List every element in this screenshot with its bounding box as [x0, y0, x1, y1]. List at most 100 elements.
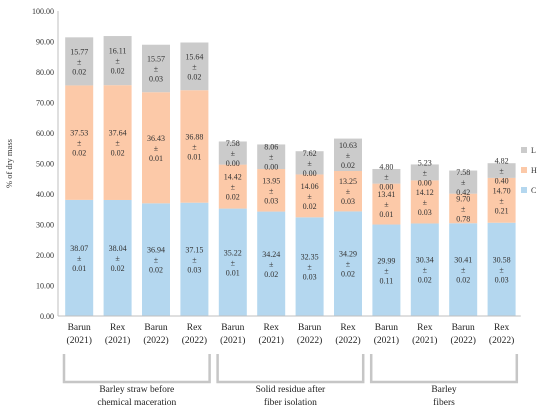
- value-label: 14.12: [416, 188, 434, 197]
- error-label: 0.21: [495, 206, 509, 215]
- value-label: 30.58: [493, 255, 511, 264]
- bar-segment-l: [257, 144, 286, 170]
- group-label: chemical maceration: [97, 398, 176, 408]
- category-label: Rex: [494, 323, 510, 333]
- error-label: 0.01: [379, 210, 393, 219]
- value-label: 10.63: [339, 141, 357, 150]
- y-axis-title: % of dry mass: [4, 139, 14, 188]
- value-label: 15.77: [70, 47, 88, 56]
- category-year-label: (2021): [412, 335, 437, 346]
- error-label: 0.03: [303, 273, 317, 282]
- bar-segment-h: [180, 90, 209, 203]
- error-label: 0.02: [111, 264, 125, 273]
- value-label: 5.23: [418, 158, 432, 167]
- category-year-label: (2021): [220, 335, 245, 346]
- bar-segment-h: [257, 169, 286, 212]
- bar-segment-c: [449, 223, 478, 316]
- legend-swatch: [521, 147, 527, 153]
- value-label: 7.58: [456, 168, 470, 177]
- y-tick-label: 40.00: [36, 190, 54, 199]
- error-label: 0.02: [149, 266, 163, 275]
- pm-label: ±: [346, 260, 351, 269]
- pm-label: ±: [231, 149, 236, 158]
- bar-segment-h: [295, 174, 324, 218]
- value-label: 37.53: [70, 129, 88, 138]
- value-label: 7.62: [303, 149, 317, 158]
- error-label: 0.02: [303, 202, 317, 211]
- pm-label: ±: [423, 168, 428, 177]
- error-label: 0.78: [456, 214, 470, 223]
- pm-label: ±: [499, 196, 504, 205]
- value-label: 13.95: [262, 176, 280, 185]
- category-year-label: (2022): [297, 335, 322, 346]
- value-label: 15.57: [147, 54, 165, 63]
- pm-label: ±: [154, 144, 159, 153]
- y-tick-label: 10.00: [36, 282, 54, 291]
- y-tick-label: 100.00: [32, 7, 54, 16]
- value-label: 38.04: [109, 244, 127, 253]
- bar-segment-h: [103, 85, 132, 200]
- value-label: 13.25: [339, 177, 357, 186]
- bar-segment-l: [372, 168, 401, 184]
- pm-label: ±: [77, 57, 82, 66]
- group-label: Barley: [431, 385, 457, 395]
- bar-segment-c: [103, 199, 132, 316]
- category-year-label: (2021): [259, 335, 284, 346]
- category-year-label: (2022): [489, 335, 514, 346]
- bar-segment-c: [218, 208, 247, 316]
- bar-segment-l: [65, 37, 94, 86]
- pm-label: ±: [115, 139, 120, 148]
- bar-segment-h: [487, 177, 516, 223]
- value-label: 14.42: [224, 173, 242, 182]
- bar-segment-h: [410, 180, 439, 224]
- error-label: 0.00: [379, 182, 393, 191]
- error-label: 0.02: [418, 276, 432, 285]
- category-label: Barun: [144, 323, 167, 333]
- pm-label: ±: [231, 258, 236, 267]
- error-label: 0.02: [264, 270, 278, 279]
- pm-label: ±: [461, 178, 466, 187]
- error-label: 0.03: [341, 197, 355, 206]
- bar-segment-c: [257, 211, 286, 316]
- bar-segment-c: [142, 203, 170, 316]
- value-label: 9.70: [456, 194, 470, 203]
- category-label: Barun: [375, 323, 398, 333]
- legend-label: H: [531, 166, 537, 175]
- bar-segment-c: [180, 202, 209, 316]
- error-label: 0.02: [111, 149, 125, 158]
- category-year-label: (2022): [335, 335, 360, 346]
- legend-label: C: [531, 186, 536, 195]
- error-label: 0.01: [226, 268, 240, 277]
- value-label: 36.88: [185, 132, 203, 141]
- bar-segment-c: [487, 222, 516, 316]
- value-label: 15.64: [185, 52, 203, 61]
- category-label: Barun: [452, 323, 475, 333]
- pm-label: ±: [115, 254, 120, 263]
- pm-label: ±: [384, 200, 389, 209]
- category-year-label: (2021): [374, 335, 399, 346]
- error-label: 0.02: [111, 67, 125, 76]
- pm-label: ±: [269, 260, 274, 269]
- error-label: 0.42: [456, 188, 470, 197]
- bar-segment-h: [372, 183, 401, 225]
- pm-label: ±: [154, 256, 159, 265]
- group-bracket: [62, 354, 211, 384]
- error-label: 0.03: [418, 208, 432, 217]
- pm-label: ±: [423, 198, 428, 207]
- pm-label: ±: [307, 192, 312, 201]
- error-label: 0.02: [72, 67, 86, 76]
- error-label: 0.40: [495, 177, 509, 186]
- pm-label: ±: [269, 186, 274, 195]
- value-label: 8.06: [264, 143, 278, 152]
- y-tick-label: 70.00: [36, 99, 54, 108]
- category-year-label: (2022): [182, 335, 207, 346]
- pm-label: ±: [307, 263, 312, 272]
- error-label: 0.00: [264, 163, 278, 172]
- value-label: 37.15: [185, 245, 203, 254]
- value-label: 32.35: [301, 253, 319, 262]
- group-label: Solid residue after: [256, 384, 326, 395]
- bar-segment-h: [142, 92, 170, 204]
- category-label: Barun: [221, 323, 244, 333]
- pm-label: ±: [192, 142, 197, 151]
- pm-label: ±: [77, 139, 82, 148]
